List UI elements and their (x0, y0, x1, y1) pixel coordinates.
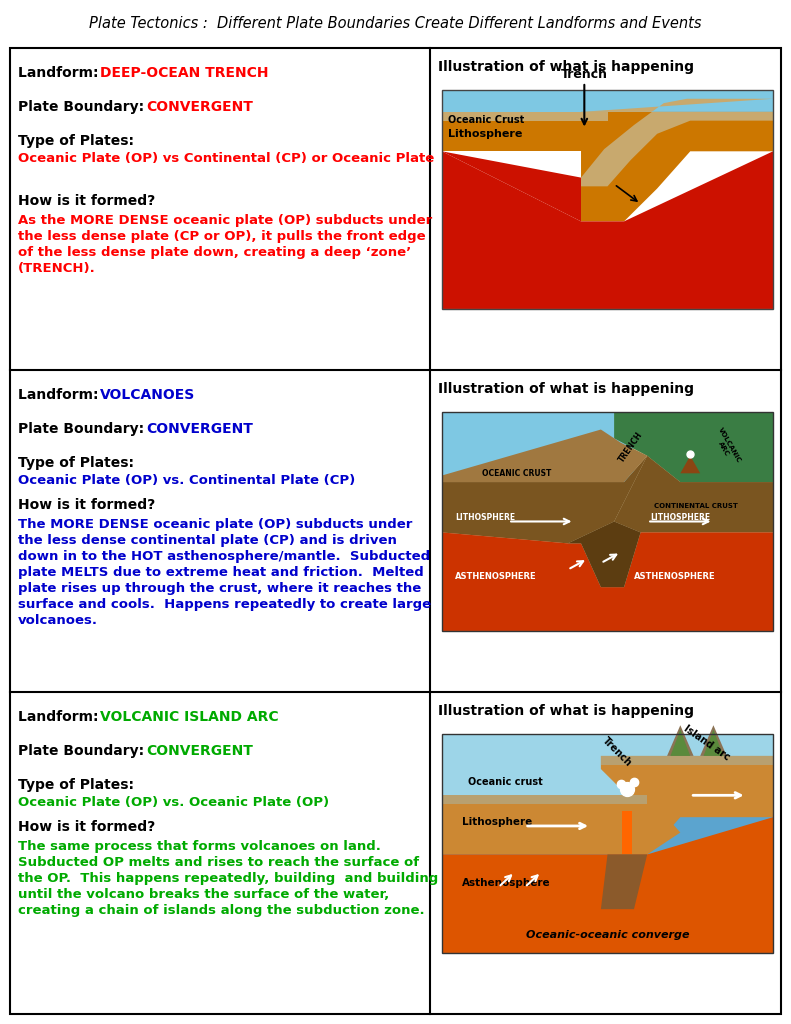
Text: VOLCANOES: VOLCANOES (100, 388, 195, 402)
Bar (623, 811, 632, 854)
Text: VOLCANIC
ARC: VOLCANIC ARC (711, 427, 742, 467)
Text: CONVERGENT: CONVERGENT (146, 744, 253, 758)
Text: CONVERGENT: CONVERGENT (146, 100, 253, 114)
Text: Oceanic Plate (OP) vs Continental (CP) or Oceanic Plate: Oceanic Plate (OP) vs Continental (CP) o… (18, 152, 434, 165)
Text: Oceanic-oceanic converge: Oceanic-oceanic converge (526, 931, 689, 940)
Text: Lithosphere: Lithosphere (462, 816, 532, 826)
Text: Illustration of what is happening: Illustration of what is happening (438, 705, 694, 718)
Text: Type of Plates:: Type of Plates: (18, 134, 134, 148)
Polygon shape (614, 456, 773, 532)
Text: ASTHENOSPHERE: ASTHENOSPHERE (456, 571, 537, 581)
Polygon shape (442, 112, 607, 152)
Text: Illustration of what is happening: Illustration of what is happening (438, 382, 694, 396)
Text: Island arc: Island arc (682, 723, 732, 762)
Polygon shape (442, 152, 581, 221)
Text: How is it formed?: How is it formed? (18, 498, 155, 512)
Text: How is it formed?: How is it formed? (18, 194, 155, 208)
Polygon shape (442, 532, 773, 631)
Bar (442, 734, 773, 796)
Polygon shape (680, 456, 700, 473)
Bar (442, 412, 773, 631)
Text: TRENCH: TRENCH (617, 430, 645, 464)
Text: Asthenosphere: Asthenosphere (462, 878, 551, 888)
Polygon shape (442, 152, 773, 309)
Text: Landform:: Landform: (18, 710, 113, 724)
Text: LITHOSPHERE: LITHOSPHERE (650, 513, 710, 521)
Text: CONVERGENT: CONVERGENT (146, 422, 253, 436)
Text: Oceanic Plate (OP) vs. Continental Plate (CP): Oceanic Plate (OP) vs. Continental Plate… (18, 474, 355, 487)
Bar (442, 412, 773, 631)
Text: Trench: Trench (561, 68, 607, 81)
Text: How is it formed?: How is it formed? (18, 820, 155, 834)
Polygon shape (601, 756, 773, 765)
Polygon shape (442, 456, 647, 544)
Text: Plate Boundary:: Plate Boundary: (18, 744, 159, 758)
Polygon shape (601, 854, 647, 909)
Polygon shape (703, 730, 723, 756)
Text: Trench: Trench (601, 735, 634, 768)
Text: The same process that forms volcanoes on land.
Subducted OP melts and rises to r: The same process that forms volcanoes on… (18, 840, 438, 918)
Polygon shape (442, 817, 773, 953)
Bar (442, 734, 773, 953)
Polygon shape (581, 112, 773, 221)
Text: LITHOSPHERE: LITHOSPHERE (456, 513, 516, 521)
Text: Type of Plates:: Type of Plates: (18, 456, 134, 470)
Polygon shape (614, 412, 773, 482)
Text: Lithosphere: Lithosphere (448, 129, 522, 139)
Polygon shape (568, 521, 641, 587)
Polygon shape (442, 112, 607, 121)
Polygon shape (601, 756, 773, 854)
Text: Oceanic crust: Oceanic crust (468, 777, 543, 787)
Polygon shape (442, 796, 680, 854)
Text: Landform:: Landform: (18, 66, 113, 80)
Polygon shape (700, 725, 727, 756)
Text: Plate Boundary:: Plate Boundary: (18, 422, 159, 436)
Polygon shape (442, 796, 647, 804)
Text: VOLCANIC ISLAND ARC: VOLCANIC ISLAND ARC (100, 710, 278, 724)
Text: OCEANIC CRUST: OCEANIC CRUST (482, 469, 551, 478)
Text: Oceanic Crust: Oceanic Crust (448, 115, 524, 125)
Text: Plate Tectonics :  Different Plate Boundaries Create Different Landforms and Eve: Plate Tectonics : Different Plate Bounda… (89, 16, 702, 32)
Text: Oceanic Plate (OP) vs. Oceanic Plate (OP): Oceanic Plate (OP) vs. Oceanic Plate (OP… (18, 796, 329, 809)
Text: Type of Plates:: Type of Plates: (18, 778, 134, 792)
Text: DEEP-OCEAN TRENCH: DEEP-OCEAN TRENCH (100, 66, 268, 80)
Polygon shape (581, 98, 773, 186)
Bar (442, 412, 634, 482)
Bar (442, 90, 773, 309)
Text: ASTHENOSPHERE: ASTHENOSPHERE (634, 571, 716, 581)
Text: CONTINENTAL CRUST: CONTINENTAL CRUST (654, 503, 738, 509)
Polygon shape (671, 730, 691, 756)
Bar (442, 734, 773, 953)
Text: As the MORE DENSE oceanic plate (OP) subducts under
the less dense plate (CP or : As the MORE DENSE oceanic plate (OP) sub… (18, 214, 432, 275)
Bar (442, 90, 773, 112)
Text: The MORE DENSE oceanic plate (OP) subducts under
the less dense continental plat: The MORE DENSE oceanic plate (OP) subduc… (18, 518, 431, 627)
Text: Plate Boundary:: Plate Boundary: (18, 100, 159, 114)
Text: Landform:: Landform: (18, 388, 113, 402)
Polygon shape (667, 725, 694, 756)
Polygon shape (442, 429, 647, 482)
Text: Illustration of what is happening: Illustration of what is happening (438, 60, 694, 74)
